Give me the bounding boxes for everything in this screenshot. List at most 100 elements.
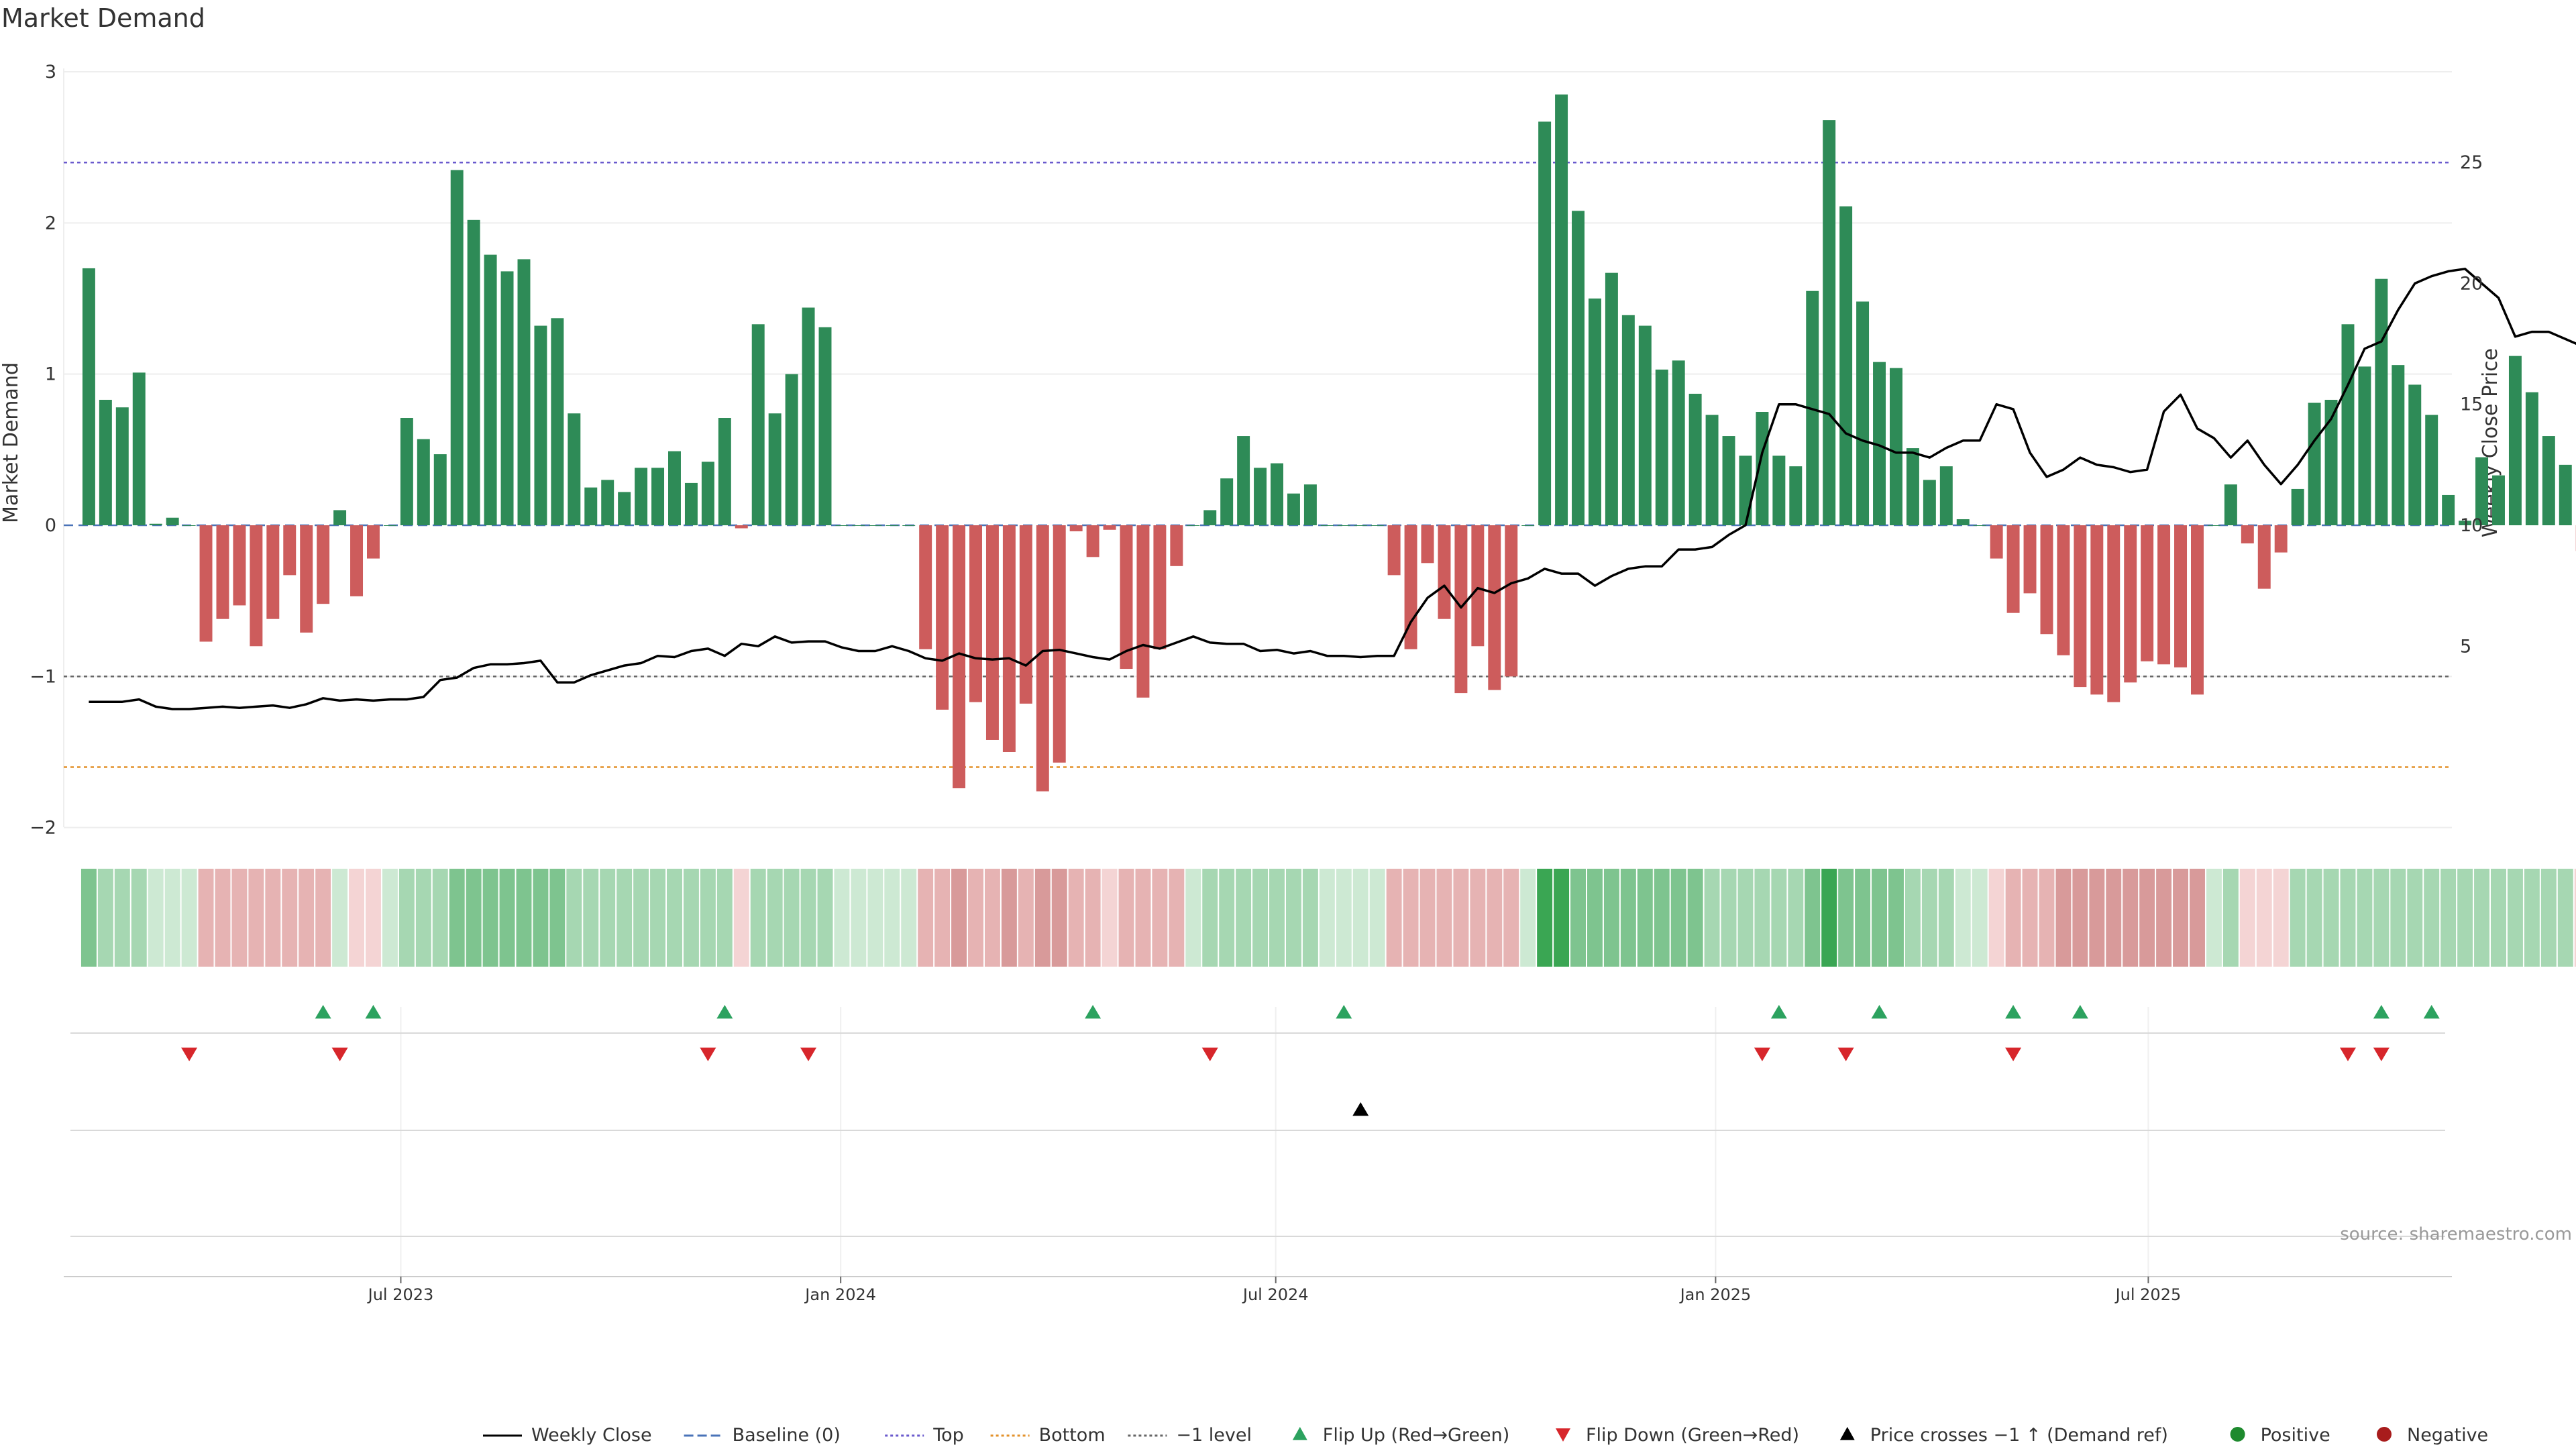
demand-bar — [383, 525, 396, 526]
strength-cell — [265, 869, 281, 967]
flip-up-marker — [365, 1005, 382, 1019]
demand-bar — [2425, 415, 2438, 525]
demand-bar — [1086, 525, 1099, 557]
legend-label: Price crosses −1 ↑ (Demand ref) — [1870, 1425, 2168, 1446]
demand-bar — [1655, 369, 1668, 525]
x-tick-label: Jul 2025 — [2114, 1285, 2182, 1304]
demand-bar — [266, 525, 280, 619]
y-tick-label: −2 — [30, 818, 56, 839]
demand-bar — [1722, 436, 1735, 525]
demand-bar — [969, 525, 982, 702]
strength-cell — [1319, 869, 1335, 967]
demand-bar — [2358, 366, 2371, 525]
demand-bar — [701, 462, 714, 525]
demand-bar — [936, 525, 949, 710]
reference-lines — [64, 161, 2452, 768]
strength-cell — [583, 869, 599, 967]
demand-bar — [2141, 525, 2154, 661]
strength-cell — [2039, 869, 2055, 967]
demand-bar — [568, 413, 581, 525]
demand-bar — [2392, 365, 2405, 525]
strength-cell — [1269, 869, 1285, 967]
demand-bar — [1572, 211, 1585, 525]
demand-bar — [216, 525, 229, 619]
demand-bar — [1772, 455, 1786, 525]
demand-bar — [618, 492, 631, 525]
strength-cell — [1386, 869, 1402, 967]
demand-bar — [2006, 525, 2020, 613]
demand-bar — [2442, 494, 2455, 525]
demand-bar — [1187, 525, 1200, 526]
legend-label: Top — [932, 1425, 964, 1446]
demand-bar — [1387, 525, 1401, 576]
demand-bar — [1136, 525, 1150, 698]
demand-bar — [2542, 436, 2555, 525]
strength-cell — [1302, 869, 1318, 967]
demand-bar — [802, 307, 815, 525]
demand-bar — [885, 525, 899, 526]
strength-cell — [1838, 869, 1854, 967]
demand-bar — [2291, 488, 2304, 525]
strength-cell — [282, 869, 298, 967]
flip-up-marker — [2423, 1005, 2440, 1019]
strength-cell — [616, 869, 633, 967]
strength-cell — [1252, 869, 1269, 967]
strength-cell — [650, 869, 666, 967]
strength-cell — [1085, 869, 1101, 967]
strength-cell — [1788, 869, 1804, 967]
strength-cell — [1805, 869, 1821, 967]
strength-cell — [2139, 869, 2155, 967]
strength-cell — [1051, 869, 1067, 967]
demand-bar — [2459, 521, 2472, 525]
strength-cell — [817, 869, 833, 967]
strength-cell — [1102, 869, 1118, 967]
strength-cell — [1185, 869, 1201, 967]
strength-cell — [851, 869, 867, 967]
strength-cell — [516, 869, 532, 967]
demand-bar — [1638, 325, 1652, 525]
strength-cell — [1487, 869, 1503, 967]
strength-cell — [1921, 869, 1937, 967]
demand-bar — [869, 525, 882, 526]
strength-cell — [2290, 869, 2306, 967]
y2-tick-label: 5 — [2460, 636, 2471, 657]
strength-cell — [1771, 869, 1787, 967]
strength-cell — [984, 869, 1000, 967]
strength-cell — [1018, 869, 1034, 967]
legend-swatch — [1556, 1428, 1570, 1442]
demand-bar — [1053, 525, 1066, 763]
y2-tick-label: 15 — [2460, 394, 2483, 415]
legend-item: Price crosses −1 ↑ (Demand ref) — [1839, 1425, 2168, 1446]
strength-cell — [2273, 869, 2289, 967]
strength-cell — [2239, 869, 2255, 967]
strength-cell — [398, 869, 415, 967]
legend-label: Weekly Close — [531, 1425, 652, 1446]
strength-cell — [131, 869, 147, 967]
demand-bar — [1839, 206, 1853, 525]
demand-bar — [2475, 457, 2489, 525]
demand-bar — [919, 525, 932, 649]
strength-cell — [2474, 869, 2490, 967]
legend-swatch — [1292, 1427, 1307, 1440]
strength-cell — [1503, 869, 1519, 967]
legend-item: Flip Down (Green→Red) — [1556, 1425, 1799, 1446]
strength-cell — [2373, 869, 2390, 967]
strength-cell — [2424, 869, 2440, 967]
demand-bar — [635, 468, 648, 525]
strength-cell — [332, 869, 348, 967]
strength-cell — [934, 869, 951, 967]
strength-cell — [198, 869, 214, 967]
demand-bar — [166, 517, 179, 525]
demand-bar — [2308, 402, 2321, 525]
demand-bar — [1621, 315, 1635, 525]
demand-bar — [1019, 525, 1032, 704]
demand-bar — [2057, 525, 2070, 655]
demand-bar — [1287, 493, 1300, 525]
demand-bar — [1421, 525, 1434, 564]
strength-cell — [415, 869, 431, 967]
demand-bar — [1120, 525, 1133, 669]
weekly-close-series — [89, 268, 2576, 710]
strength-cell — [1603, 869, 1619, 967]
demand-bar — [2157, 525, 2171, 665]
strength-cell — [2206, 869, 2222, 967]
